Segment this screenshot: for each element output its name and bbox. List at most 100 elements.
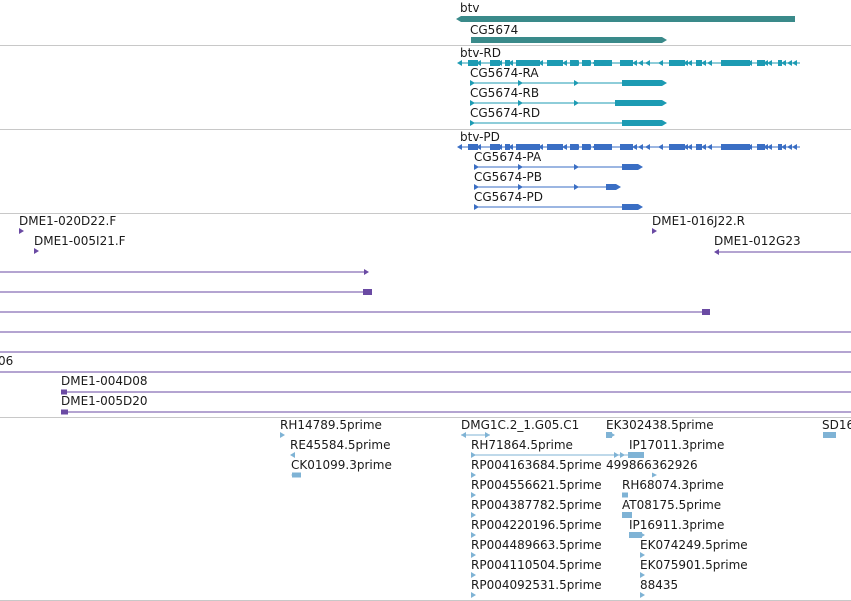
protein-cg5674-pd-exon[interactable] [622,204,638,210]
protein-btv-pd-exon-9[interactable] [669,144,685,150]
est-rh68074-glyph[interactable] [622,492,628,498]
clone-label-dme1-005i21-f[interactable]: DME1-005I21.F [34,234,126,248]
transcript-label-cg5674-rb[interactable]: CG5674-RB [470,86,540,100]
protein-label-btv-pd[interactable]: btv-PD [460,130,500,144]
transcript-label-cg5674-ra[interactable]: CG5674-RA [470,66,539,80]
est-ek302438-box[interactable] [606,432,612,438]
est-label-rp004163684[interactable]: RP004163684.5prime [471,458,602,472]
transcript-btv-rd-exon-9[interactable] [669,60,685,66]
protein-cg5674-pb-start-arrow[interactable] [474,184,479,190]
protein-label-cg5674-pb[interactable]: CG5674-PB [474,170,543,184]
est-ck01099-arrow[interactable] [291,472,296,478]
clone-dme1-020d22-f-glyph[interactable] [19,228,24,234]
est-ip16911-box[interactable] [629,532,642,538]
est-dmg1c-arrow-r[interactable] [485,432,490,438]
est-label-ek302438[interactable]: EK302438.5prime [606,418,714,432]
est-label-re45584[interactable]: RE45584.5prime [290,438,391,452]
transcript-cg5674-rb-end-arrow[interactable] [662,100,667,106]
transcript-btv-rd-exon-10[interactable] [696,60,702,66]
est-label-rh68074[interactable]: RH68074.3prime [622,478,724,492]
transcript-cg5674-rd-exon[interactable] [622,120,662,126]
protein-cg5674-pa-end-arrow[interactable] [638,164,643,170]
transcript-cg5674-ra-chevron-0[interactable] [518,80,523,86]
gene-btv-glyph[interactable] [461,16,795,22]
transcript-btv-rd-exon-12[interactable] [757,60,765,66]
est-rp-glyph-0[interactable] [471,472,476,478]
est-label-ip17011[interactable]: IP17011.3prime [629,438,725,452]
est-label-sd16[interactable]: SD16 [822,418,851,432]
protein-cg5674-pb-exon[interactable] [606,184,616,190]
transcript-cg5674-ra-chevron-1[interactable] [574,80,579,86]
protein-cg5674-pa-start-arrow[interactable] [474,164,479,170]
protein-btv-pd-exon-10[interactable] [696,144,702,150]
transcript-cg5674-rb-chevron-1[interactable] [574,100,579,106]
est-label-rp004489663[interactable]: RP004489663.5prime [471,538,602,552]
clone-read-box-3[interactable] [702,309,710,315]
clone-dme1-005i21-f-glyph[interactable] [34,248,39,254]
est-re45584-glyph[interactable] [290,452,295,458]
gene-cg5674-strand-arrow[interactable] [662,37,667,43]
est-ck01099-glyph[interactable] [292,472,301,478]
transcript-btv-rd-exon-1[interactable] [490,60,500,66]
transcript-cg5674-rd-end-arrow[interactable] [662,120,667,126]
clone-read-box-2[interactable] [363,289,372,295]
gene-cg5674-glyph[interactable] [471,37,662,43]
est-label-rh71864[interactable]: RH71864.5prime [471,438,573,452]
protein-btv-pd-exon-8[interactable] [620,144,633,150]
est-dmg1c-arrow-l[interactable] [461,432,466,438]
protein-cg5674-pd-start-arrow[interactable] [474,204,479,210]
transcript-cg5674-rb-chevron-0[interactable] [518,100,523,106]
protein-cg5674-pa-exon[interactable] [622,164,638,170]
est-label-rp004556621[interactable]: RP004556621.5prime [471,478,602,492]
est-ek074249-glyph[interactable] [640,552,645,558]
transcript-cg5674-rb-start-arrow[interactable] [470,100,475,106]
clone-dme1-016j22-r-glyph[interactable] [652,228,657,234]
clone-read-arrow-1[interactable] [364,269,369,275]
protein-cg5674-pb-chevron-0[interactable] [518,184,523,190]
protein-btv-pd-exon-2[interactable] [505,144,510,150]
est-label-rh14789[interactable]: RH14789.5prime [280,418,382,432]
transcript-btv-rd-exon-13[interactable] [778,60,782,66]
est-88435-glyph[interactable] [640,592,645,598]
est-rh14789-glyph[interactable] [280,432,285,438]
est-ip16911-arrow[interactable] [640,532,645,538]
transcript-btv-rd-exon-4[interactable] [547,60,563,66]
protein-cg5674-pd-end-arrow[interactable] [638,204,643,210]
protein-cg5674-pb-end-arrow[interactable] [616,184,621,190]
gene-label-btv[interactable]: btv [460,1,480,15]
protein-btv-pd-exon-0[interactable] [468,144,478,150]
est-rp-glyph-1[interactable] [471,492,476,498]
est-label-at08175[interactable]: AT08175.5prime [622,498,722,512]
est-rh71864-arrow[interactable] [471,452,476,458]
transcript-cg5674-rd-start-arrow[interactable] [470,120,475,126]
protein-label-cg5674-pd[interactable]: CG5674-PD [474,190,544,204]
transcript-label-cg5674-rd[interactable]: CG5674-RD [470,106,541,120]
est-label-ek074249[interactable]: EK074249.5prime [640,538,748,552]
protein-btv-pd-exon-3[interactable] [516,144,540,150]
est-label-rp004387782[interactable]: RP004387782.5prime [471,498,602,512]
est-rh71864-chev-2[interactable] [620,452,625,458]
clone-label-dme1-020d22-f[interactable]: DME1-020D22.F [19,214,117,228]
est-sd16-glyph[interactable] [823,432,836,438]
clone-label-dme1-004d08[interactable]: DME1-004D08 [61,374,148,388]
est-label-rp004110504[interactable]: RP004110504.5prime [471,558,602,572]
est-rp-glyph-4[interactable] [471,552,476,558]
protein-cg5674-pa-chevron-0[interactable] [518,164,523,170]
transcript-cg5674-ra-exon[interactable] [622,80,662,86]
est-rp-glyph-3[interactable] [471,532,476,538]
est-at08175-glyph[interactable] [622,512,632,518]
est-rp-glyph-5[interactable] [471,572,476,578]
clone-label-dme1-005d20[interactable]: DME1-005D20 [61,394,148,408]
gene-label-cg5674[interactable]: CG5674 [470,23,519,37]
protein-cg5674-pa-chevron-1[interactable] [574,164,579,170]
transcript-cg5674-ra-end-arrow[interactable] [662,80,667,86]
transcript-cg5674-rb-exon[interactable] [615,100,662,106]
est-label-dmg1c[interactable]: DMG1C.2_1.G05.C1 [461,418,580,432]
transcript-cg5674-ra-start-arrow[interactable] [470,80,475,86]
protein-cg5674-pb-chevron-1[interactable] [574,184,579,190]
transcript-btv-rd-exon-0[interactable] [468,60,478,66]
est-ek075901-glyph[interactable] [640,572,645,578]
transcript-btv-rd-exon-2[interactable] [505,60,510,66]
